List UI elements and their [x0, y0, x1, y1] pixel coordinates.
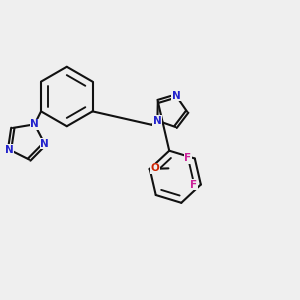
Text: N: N	[172, 91, 181, 101]
Text: O: O	[151, 164, 159, 173]
Text: F: F	[184, 154, 191, 164]
Text: N: N	[153, 116, 162, 126]
Text: N: N	[40, 139, 49, 149]
Text: N: N	[5, 145, 14, 155]
Text: N: N	[30, 119, 39, 129]
Text: F: F	[190, 179, 197, 190]
